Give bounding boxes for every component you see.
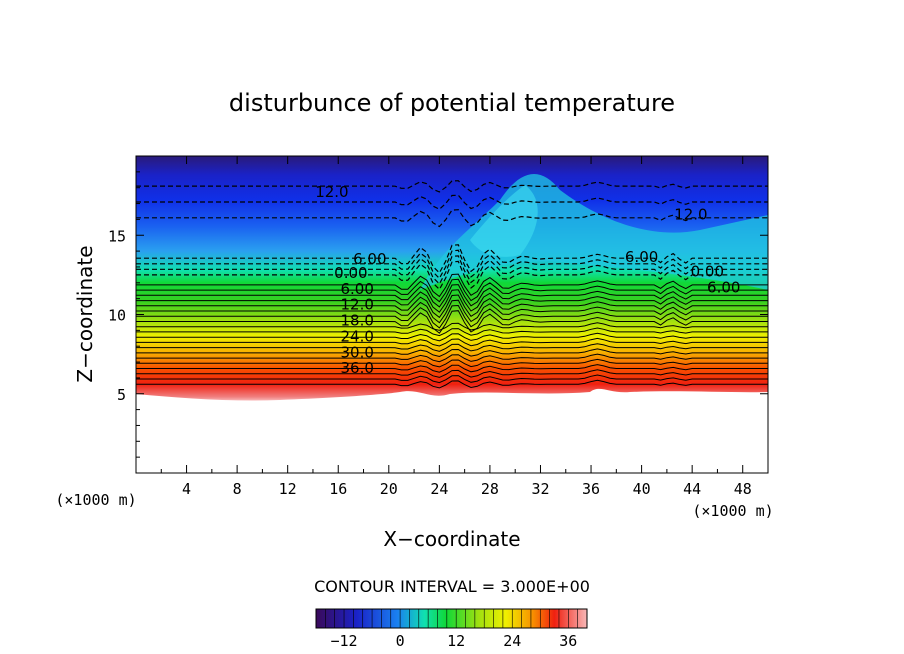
contour-label: 6.00: [625, 248, 658, 266]
y-tick-label: 15: [108, 227, 126, 245]
contour-line: [136, 304, 768, 329]
contour-line: [136, 343, 768, 352]
contour-label: 30.0: [340, 343, 373, 361]
contour-interval-text: CONTOUR INTERVAL = 3.000E+00: [314, 577, 590, 596]
x-tick-label: 44: [683, 480, 701, 498]
x-axis-label: X−coordinate: [383, 527, 520, 551]
contour-lines: [136, 180, 768, 389]
contour-labels: 12.012.06.00 6.000.00 0.006.00 6.0012.018.0…: [315, 183, 740, 377]
contour-line: [136, 364, 768, 373]
contour-label: 6.00: [353, 250, 386, 268]
x-tick-label: 48: [734, 480, 752, 498]
contour-line: [136, 332, 768, 342]
x-tick-label: 4: [182, 480, 191, 498]
x-tick-label: 28: [481, 480, 499, 498]
contour-label: 12.0: [340, 296, 373, 314]
chart-title: disturbunce of potential temperature: [229, 89, 675, 117]
contour-line-negative: [136, 209, 768, 228]
colorbar-tick-label: 24: [503, 632, 521, 650]
y-tick-label: 10: [108, 307, 126, 325]
contour-line-negative: [136, 194, 768, 210]
contour-label: 6.00: [340, 280, 373, 298]
contour-line: [136, 278, 768, 303]
x-tick-label: 40: [633, 480, 651, 498]
contour-line: [136, 358, 768, 368]
contour-line-negative: [136, 244, 768, 274]
contour-line: [136, 289, 768, 313]
y-tick-label: 5: [117, 386, 126, 404]
contour-label: 24.0: [340, 327, 373, 345]
contour-line: [136, 337, 768, 347]
colorbar-tick-label: −12: [330, 632, 357, 650]
contour-line: [136, 284, 768, 308]
contour-label: 0.00: [691, 262, 724, 280]
colorbar: [315, 608, 588, 629]
field-layer: [136, 156, 768, 473]
colorbar-tick-label: 0: [396, 632, 405, 650]
contour-line-negative: [136, 249, 768, 280]
contour-label: 12.0: [315, 183, 348, 201]
contour-label: 6.00: [707, 278, 740, 296]
contour-line: [136, 322, 768, 331]
contour-line: [136, 299, 768, 324]
contour-label: 0.00: [334, 264, 367, 282]
x-tick-label: 24: [430, 480, 448, 498]
contour-line: [136, 369, 768, 378]
colorbar-ticks: −12 0 12 24 36: [315, 609, 588, 650]
x-tick-label: 8: [233, 480, 242, 498]
x-tick-label: 32: [531, 480, 549, 498]
x-tick-label: 16: [329, 480, 347, 498]
contour-line-negative: [136, 260, 768, 291]
contour-label: 36.0: [340, 359, 373, 377]
contour-label: 18.0: [340, 312, 373, 330]
contour-line-negative: [136, 180, 768, 193]
contour-line: [136, 273, 768, 298]
z-unit-label: (×1000 m): [55, 491, 136, 509]
terrain-mask: [136, 388, 768, 473]
colorbar-tick-label: 12: [447, 632, 465, 650]
contour-line: [136, 379, 768, 389]
contour-line: [136, 374, 768, 384]
disturbance-core: [470, 185, 538, 257]
contour-line: [136, 294, 768, 319]
x-tick-label: 36: [582, 480, 600, 498]
contour-line: [136, 353, 768, 363]
x-tick-label: 12: [279, 480, 297, 498]
x-unit-label: (×1000 m): [692, 502, 773, 520]
y-axis-label: Z−coordinate: [73, 245, 97, 382]
colorbar-tick-label: 36: [559, 632, 577, 650]
x-tick-label: 20: [380, 480, 398, 498]
contour-line-negative: [136, 255, 768, 285]
contour-label: 12.0: [674, 205, 707, 223]
contour-line: [136, 348, 768, 358]
contour-line: [136, 310, 768, 334]
contour-line: [136, 327, 768, 337]
